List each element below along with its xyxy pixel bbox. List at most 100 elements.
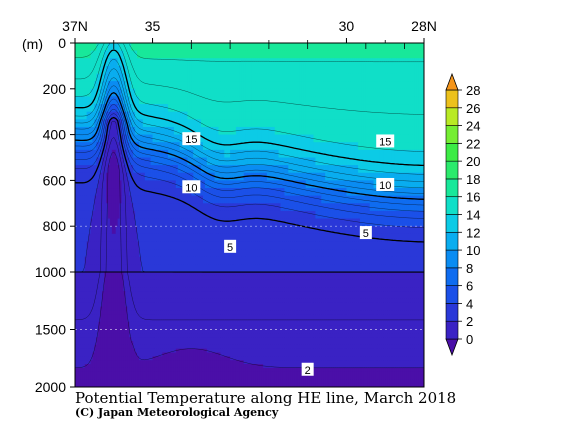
temperature-cell	[137, 210, 140, 220]
temperature-cell	[278, 58, 282, 67]
temperature-cell	[344, 149, 347, 158]
temperature-cell	[193, 43, 196, 52]
temperature-cell	[381, 58, 384, 67]
temperature-cell	[140, 210, 144, 220]
temperature-cell	[199, 172, 202, 181]
temperature-cell	[131, 210, 134, 220]
temperature-cell	[348, 195, 351, 204]
temperature-cell	[243, 142, 247, 151]
temperature-cell	[115, 157, 119, 166]
temperature-cell	[356, 203, 359, 212]
temperature-cell	[290, 203, 293, 212]
temperature-cell	[257, 58, 260, 67]
temperature-cell	[123, 218, 126, 227]
temperature-cell	[268, 88, 272, 97]
temperature-cell	[365, 81, 369, 90]
temperature-cell	[131, 119, 134, 128]
temperature-cell	[90, 73, 93, 82]
temperature-cell	[86, 241, 90, 250]
temperature-cell	[88, 149, 92, 158]
temperature-cell	[249, 226, 252, 235]
temperature-cell	[268, 81, 272, 90]
temperature-cell	[325, 180, 328, 189]
temperature-cell	[138, 81, 142, 90]
temperature-cell	[272, 195, 276, 204]
temperature-cell	[202, 43, 206, 52]
temperature-cell	[261, 188, 264, 197]
temperature-cell	[352, 142, 355, 151]
temperature-cell	[321, 50, 324, 59]
temperature-cell	[280, 180, 283, 189]
temperature-cell	[354, 126, 357, 136]
temperature-cell	[286, 81, 289, 90]
temperature-cell	[334, 111, 338, 120]
temperature-cell	[387, 165, 390, 174]
temperature-cell	[189, 81, 192, 90]
temperature-cell	[226, 43, 229, 52]
temperature-cell	[117, 165, 121, 174]
temperature-cell	[255, 149, 258, 158]
temperature-cell	[418, 134, 421, 143]
temperature-cell	[96, 81, 99, 90]
temperature-cell	[261, 233, 264, 242]
temperature-cell	[398, 88, 402, 97]
temperature-cell	[266, 241, 270, 250]
temperature-cell	[274, 210, 278, 220]
temperature-cell	[216, 180, 219, 189]
temperature-cell	[204, 172, 208, 181]
temperature-cell	[111, 96, 115, 105]
temperature-cell	[164, 188, 167, 197]
temperature-cell	[123, 96, 126, 105]
temperature-cell	[166, 50, 169, 59]
temperature-cell	[340, 142, 344, 151]
temperature-cell	[307, 142, 311, 151]
temperature-cell	[303, 226, 307, 235]
temperature-cell	[76, 195, 80, 204]
temperature-cell	[412, 65, 415, 75]
temperature-cell	[360, 65, 363, 75]
temperature-cell	[363, 241, 367, 250]
temperature-cell	[111, 73, 115, 82]
temperature-cell	[94, 111, 97, 120]
temperature-cell	[121, 65, 124, 75]
temperature-cell	[119, 172, 123, 181]
temperature-cell	[137, 195, 140, 204]
temperature-cell	[389, 126, 392, 136]
temperature-cell	[204, 149, 208, 158]
temperature-cell	[96, 157, 99, 166]
temperature-cell	[173, 165, 177, 174]
temperature-cell	[356, 233, 359, 242]
temperature-cell	[356, 195, 359, 204]
temperature-cell	[113, 249, 117, 258]
temperature-cell	[398, 218, 402, 227]
temperature-cell	[420, 149, 423, 158]
temperature-cell	[142, 111, 146, 120]
temperature-cell	[350, 58, 353, 67]
temperature-cell	[307, 104, 311, 113]
temperature-cell	[383, 73, 386, 82]
temperature-cell	[235, 73, 239, 82]
temperature-cell	[251, 165, 254, 174]
temperature-cell	[410, 111, 413, 120]
temperature-cell	[140, 165, 144, 174]
temperature-cell	[276, 180, 280, 189]
temperature-cell	[171, 119, 175, 128]
temperature-cell	[191, 88, 194, 97]
temperature-cell	[340, 180, 344, 189]
temperature-cell	[392, 210, 396, 220]
temperature-cell	[171, 111, 175, 120]
temperature-cell	[224, 119, 227, 128]
temperature-cell	[342, 149, 346, 158]
temperature-cell	[224, 172, 227, 181]
temperature-cell	[325, 195, 328, 204]
temperature-cell	[282, 203, 285, 212]
temperature-cell	[187, 233, 190, 242]
temperature-cell	[245, 210, 249, 220]
temperature-cell	[228, 195, 231, 204]
temperature-cell	[263, 119, 266, 128]
temperature-cell	[206, 43, 210, 52]
temperature-cell	[247, 203, 250, 212]
temperature-cell	[235, 142, 239, 151]
temperature-cell	[361, 134, 365, 143]
temperature-cell	[412, 96, 415, 105]
